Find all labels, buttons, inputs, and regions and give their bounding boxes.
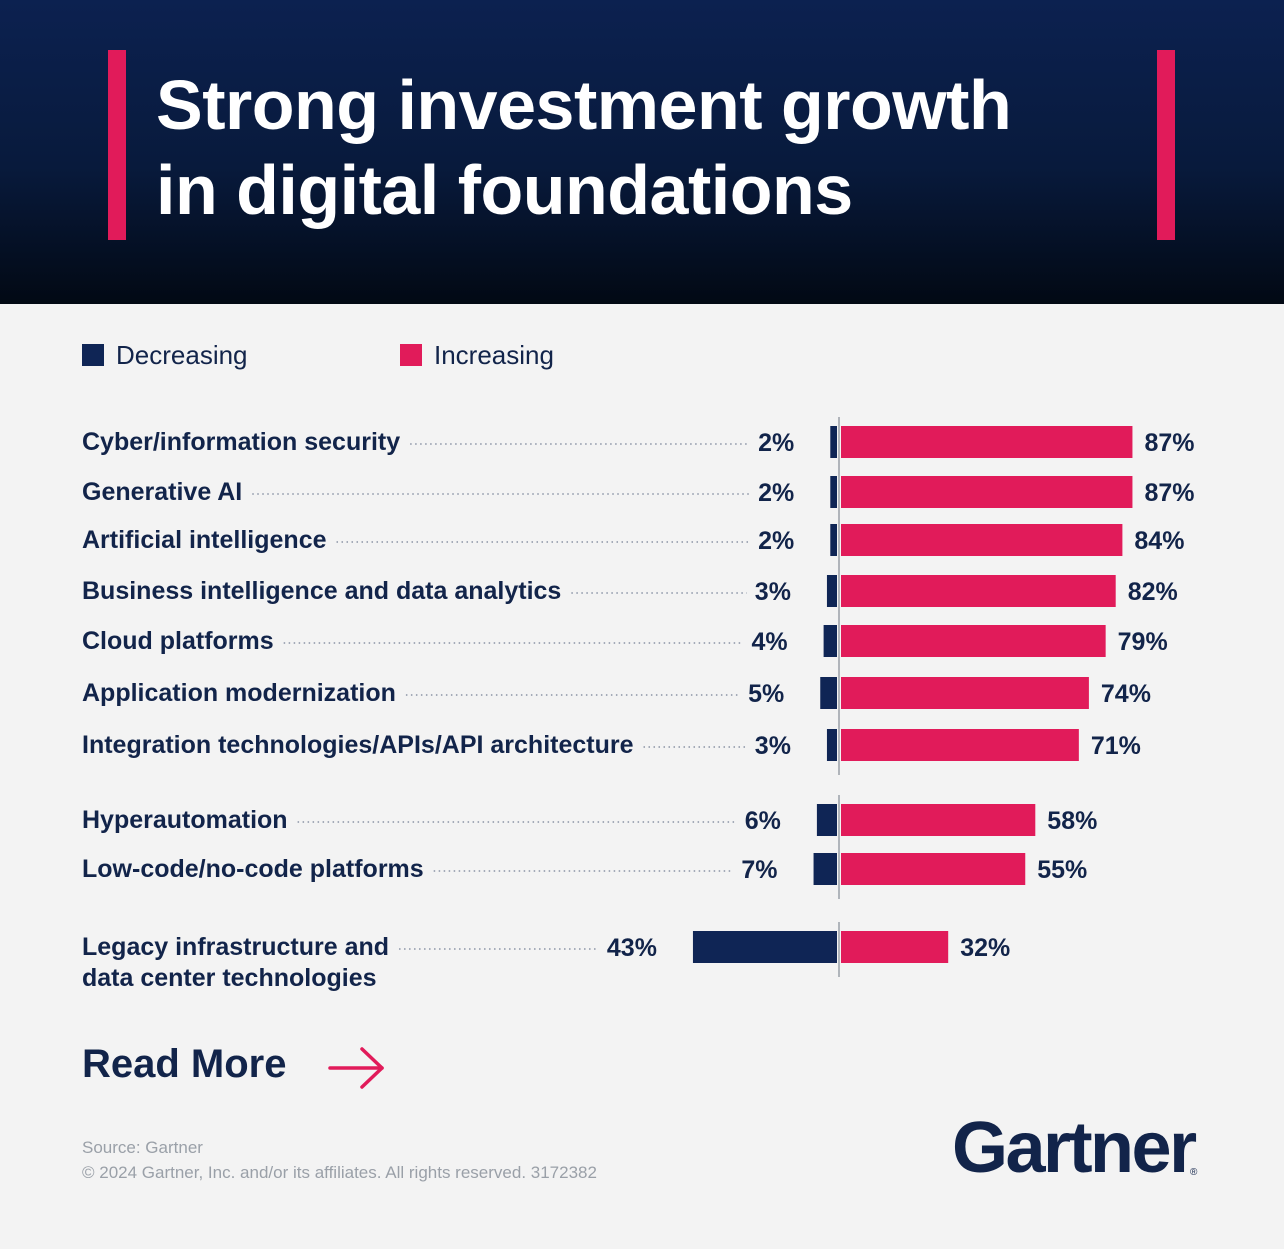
right-accent-bar [1157, 50, 1175, 240]
legend-decreasing: Decreasing [82, 340, 248, 370]
category-label: data center technologies [82, 964, 377, 992]
increasing-value-label: 84% [1134, 527, 1184, 555]
bar-increasing [841, 625, 1106, 657]
registered-mark: ® [1190, 1167, 1198, 1178]
category-label: Generative AI [82, 478, 242, 506]
page-title-line-1: Strong investment growth [156, 66, 1012, 144]
legend-increasing-swatch [400, 344, 422, 366]
bar-decreasing [816, 804, 837, 836]
bar-increasing [841, 426, 1133, 458]
legend-increasing: Increasing [400, 340, 554, 370]
left-accent-bar [108, 50, 126, 240]
decreasing-value-label: 2% [758, 479, 794, 507]
bar-increasing [841, 931, 949, 963]
bar-decreasing [830, 426, 837, 458]
decreasing-value-label: 5% [748, 680, 784, 708]
bar-decreasing [830, 476, 837, 508]
increasing-value-label: 58% [1047, 807, 1097, 835]
increasing-value-label: 74% [1101, 680, 1151, 708]
legend-decreasing-swatch [82, 344, 104, 366]
category-label: Low-code/no-code platforms [82, 855, 424, 883]
increasing-value-label: 71% [1091, 732, 1141, 760]
category-label: Application modernization [82, 679, 396, 707]
decreasing-value-label: 2% [758, 527, 794, 555]
category-label: Artificial intelligence [82, 526, 327, 554]
bar-decreasing [830, 524, 837, 556]
bar-decreasing [820, 677, 837, 709]
decreasing-value-label: 43% [607, 934, 657, 962]
bar-increasing [841, 575, 1116, 607]
decreasing-value-label: 3% [755, 732, 791, 760]
category-label: Integration technologies/APIs/API archit… [82, 731, 634, 759]
decreasing-value-label: 6% [745, 807, 781, 835]
legend-decreasing-label: Decreasing [116, 339, 248, 370]
source-note: Source: Gartner [82, 1138, 203, 1157]
header-banner: Strong investment growth in digital foun… [0, 0, 1284, 304]
category-label: Hyperautomation [82, 806, 288, 834]
increasing-value-label: 87% [1144, 429, 1194, 457]
legend-increasing-label: Increasing [434, 339, 554, 370]
increasing-value-label: 82% [1128, 578, 1178, 606]
decreasing-value-label: 4% [751, 628, 787, 656]
arrow-right-icon[interactable] [326, 1043, 390, 1093]
bar-decreasing [826, 575, 837, 607]
page-title-line-2: in digital foundations [156, 151, 853, 229]
bar-decreasing [692, 931, 837, 963]
bar-decreasing [813, 853, 837, 885]
category-label: Legacy infrastructure and [82, 933, 389, 961]
bar-increasing [841, 729, 1079, 761]
increasing-value-label: 55% [1037, 856, 1087, 884]
copyright-note: © 2024 Gartner, Inc. and/or its affiliat… [82, 1163, 597, 1182]
bar-increasing [841, 853, 1026, 885]
decreasing-value-label: 7% [741, 856, 777, 884]
increasing-value-label: 79% [1118, 628, 1168, 656]
bar-increasing [841, 677, 1089, 709]
bar-decreasing [826, 729, 837, 761]
decreasing-value-label: 3% [755, 578, 791, 606]
category-label: Business intelligence and data analytics [82, 577, 561, 605]
increasing-value-label: 87% [1144, 479, 1194, 507]
increasing-value-label: 32% [960, 934, 1010, 962]
bar-increasing [841, 524, 1123, 556]
bar-decreasing [823, 625, 837, 657]
category-label: Cyber/information security [82, 428, 400, 456]
read-more-link[interactable]: Read More [82, 1042, 287, 1086]
decreasing-value-label: 2% [758, 429, 794, 457]
bar-increasing [841, 804, 1036, 836]
gartner-logo: Gartner [952, 1108, 1197, 1188]
category-label: Cloud platforms [82, 627, 274, 655]
bar-increasing [841, 476, 1133, 508]
